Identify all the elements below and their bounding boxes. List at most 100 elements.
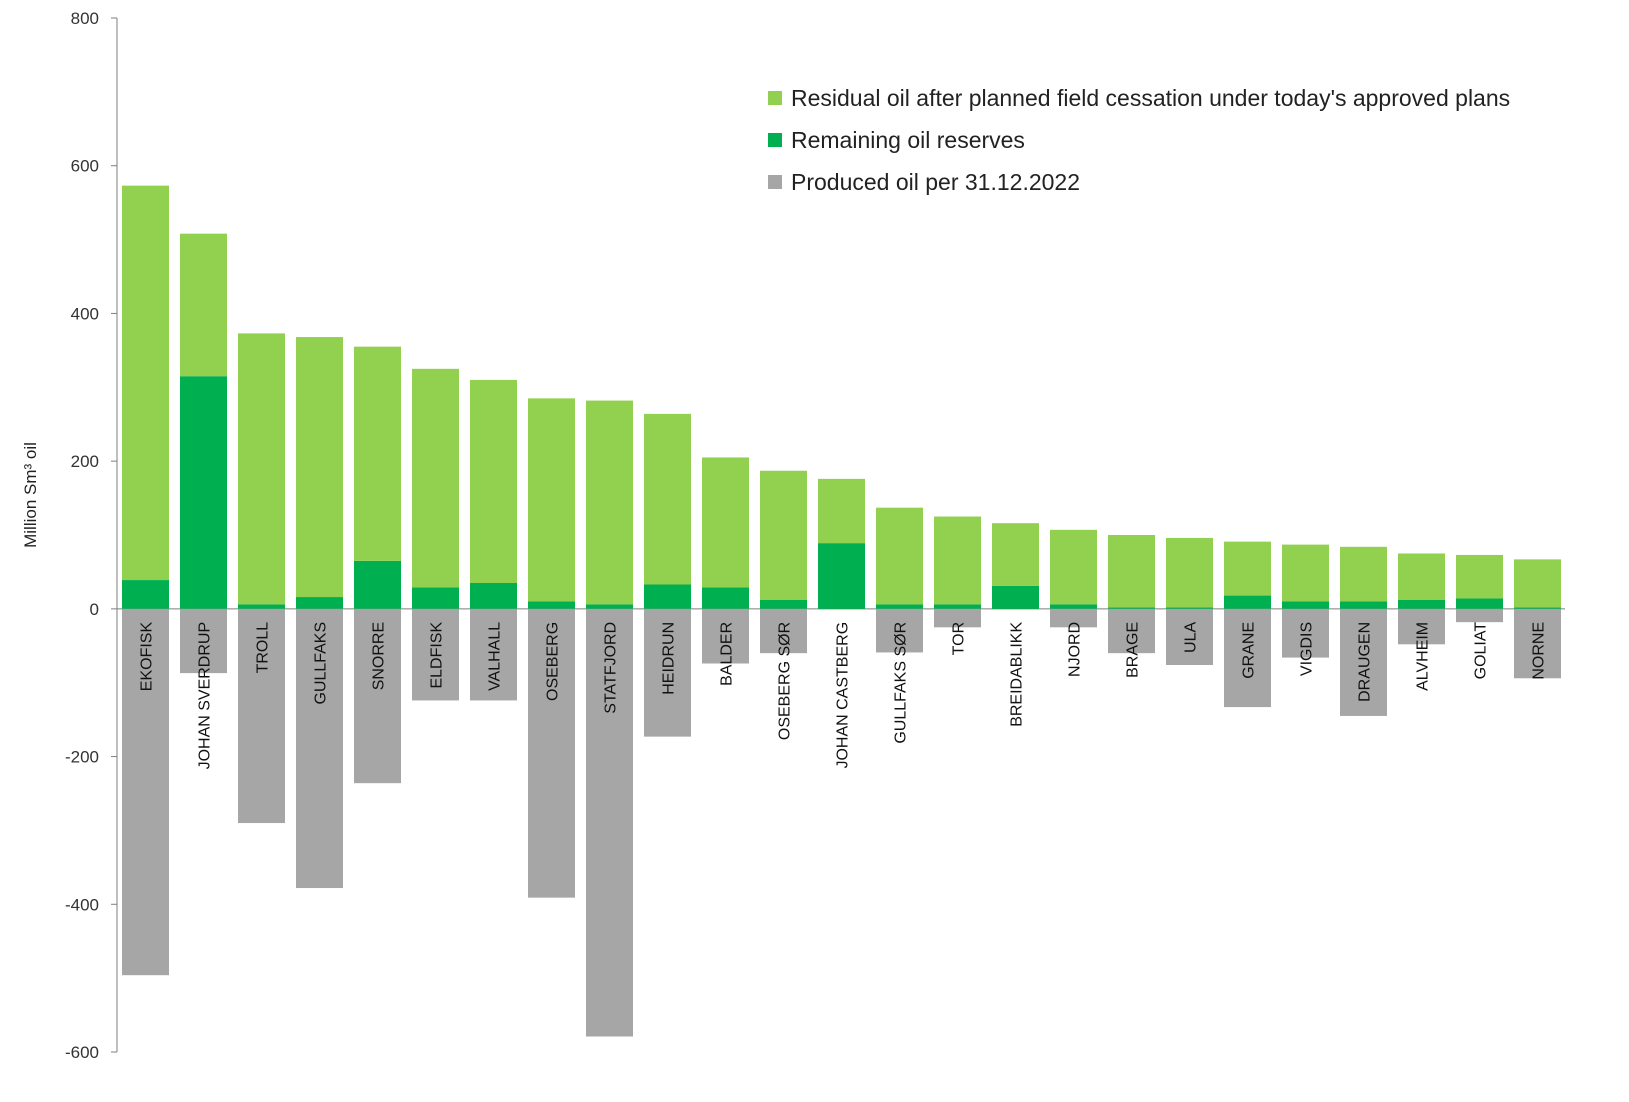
legend-label: Residual oil after planned field cessati… — [791, 85, 1510, 111]
bar-produced-oil — [876, 608, 923, 653]
bar-produced-oil — [1398, 608, 1445, 645]
bar-residual-oil — [876, 507, 923, 605]
bar-remaining-reserves — [702, 587, 749, 609]
category-labels: EKOFISK JOHAN SVERDRUP TROLL GULLFAKS SNORRE… — [139, 622, 1548, 770]
bar-residual-oil — [122, 185, 169, 581]
bar-produced-oil — [180, 608, 227, 674]
bar-remaining-reserves — [238, 604, 285, 609]
bar-remaining-reserves — [586, 604, 633, 609]
bar-residual-oil — [586, 400, 633, 605]
bar-produced-oil — [296, 608, 343, 889]
bar-produced-oil — [1456, 608, 1503, 623]
bar-produced-oil — [1108, 608, 1155, 654]
bar-remaining-reserves — [1166, 607, 1213, 609]
category-label: HEIDRUN — [661, 622, 678, 695]
legend: Residual oil after planned field cessati… — [768, 85, 1510, 195]
category-label: OSEBERG — [545, 622, 562, 701]
y-tick-label: 0 — [90, 600, 99, 619]
bar-residual-oil — [1514, 559, 1561, 608]
bar-produced-oil — [644, 608, 691, 737]
bar-remaining-reserves — [412, 587, 459, 609]
bar-produced-oil — [760, 608, 807, 654]
category-label: JOHAN CASTBERG — [835, 622, 852, 769]
bar-remaining-reserves — [180, 376, 227, 609]
bar-residual-oil — [412, 368, 459, 588]
category-label: ALVHEIM — [1415, 622, 1432, 691]
category-label: DRAUGEN — [1357, 622, 1374, 702]
category-label: OSEBERG SØR — [777, 622, 794, 740]
bar-produced-oil — [1340, 608, 1387, 716]
bar-remaining-reserves — [644, 584, 691, 609]
category-label: BRAGE — [1125, 622, 1142, 678]
bar-residual-oil — [1108, 535, 1155, 608]
y-tick-label: 600 — [71, 157, 99, 176]
bar-residual-oil — [644, 413, 691, 585]
category-label: GRANE — [1241, 622, 1258, 679]
bar-remaining-reserves — [1398, 599, 1445, 609]
bar-produced-oil — [354, 608, 401, 784]
category-label: GOLIAT — [1473, 622, 1490, 680]
y-tick-label: 400 — [71, 304, 99, 323]
bar-residual-oil — [1050, 529, 1097, 605]
bar-remaining-reserves — [992, 585, 1039, 609]
bar-residual-oil — [760, 470, 807, 600]
bar-remaining-reserves — [528, 601, 575, 609]
bar-remaining-reserves — [470, 583, 517, 609]
bar-residual-oil — [934, 516, 981, 605]
bar-remaining-reserves — [818, 543, 865, 609]
legend-label: Produced oil per 31.12.2022 — [791, 169, 1080, 195]
bar-produced-oil — [1050, 608, 1097, 628]
bar-remaining-reserves — [876, 604, 923, 609]
y-tick-label: 200 — [71, 452, 99, 471]
bar-produced-oil — [1224, 608, 1271, 708]
bar-residual-oil — [1340, 546, 1387, 602]
category-label: BREIDABLIKK — [1009, 622, 1026, 727]
legend-swatch — [768, 91, 782, 105]
category-label: GULLFAKS SØR — [893, 622, 910, 744]
bar-residual-oil — [1398, 553, 1445, 600]
bar-residual-oil — [470, 379, 517, 584]
y-tick-label: -200 — [65, 748, 99, 767]
bar-remaining-reserves — [760, 599, 807, 609]
bar-residual-oil — [296, 337, 343, 598]
bar-residual-oil — [702, 457, 749, 588]
legend-label: Remaining oil reserves — [791, 127, 1025, 153]
category-label: VALHALL — [487, 622, 504, 691]
bar-produced-oil — [238, 608, 285, 824]
bar-residual-oil — [528, 398, 575, 602]
bar-remaining-reserves — [934, 604, 981, 609]
bar-residual-oil — [1282, 544, 1329, 602]
category-label: TROLL — [255, 622, 272, 674]
legend-swatch — [768, 133, 782, 147]
category-label: STATFJORD — [603, 622, 620, 714]
bar-remaining-reserves — [1282, 601, 1329, 609]
bar-remaining-reserves — [1108, 607, 1155, 609]
bar-produced-oil — [1166, 608, 1213, 665]
axes: 800 600 400 200 0 -200 -400 -600 — [65, 9, 1565, 1062]
category-label: VIGDIS — [1299, 622, 1316, 676]
bar-residual-oil — [180, 233, 227, 377]
bar-remaining-reserves — [122, 580, 169, 609]
bar-residual-oil — [992, 523, 1039, 586]
bar-residual-oil — [1456, 554, 1503, 599]
category-label: ELDFISK — [429, 622, 446, 689]
category-label: TOR — [951, 622, 968, 655]
bar-remaining-reserves — [296, 597, 343, 609]
bar-produced-oil — [1282, 608, 1329, 658]
bar-produced-oil — [412, 608, 459, 701]
bars — [122, 185, 1561, 1037]
bar-produced-oil — [586, 608, 633, 1037]
bar-remaining-reserves — [1456, 598, 1503, 609]
bar-produced-oil — [702, 608, 749, 664]
bar-remaining-reserves — [1340, 601, 1387, 609]
bar-remaining-reserves — [1224, 595, 1271, 609]
bar-remaining-reserves — [1050, 604, 1097, 609]
category-label: NJORD — [1067, 622, 1084, 677]
y-tick-label: -400 — [65, 895, 99, 914]
bar-residual-oil — [354, 346, 401, 561]
category-label: GULLFAKS — [313, 622, 330, 705]
category-label: SNORRE — [371, 622, 388, 690]
bar-remaining-reserves — [354, 560, 401, 609]
y-tick-label: -600 — [65, 1043, 99, 1062]
